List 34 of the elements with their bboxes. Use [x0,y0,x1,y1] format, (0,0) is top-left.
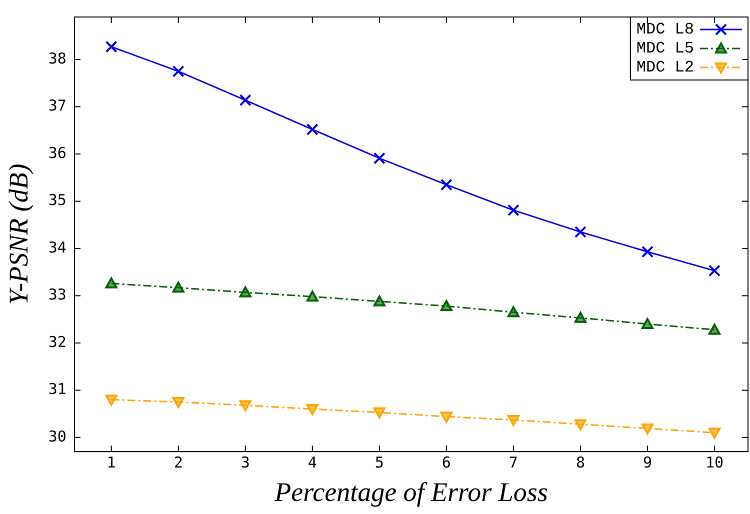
point [641,246,654,258]
x-tick-label: 9 [642,453,652,472]
x-tick-label: 4 [308,453,317,472]
x-tick-label: 10 [705,453,724,472]
point [306,123,318,136]
point [507,204,520,216]
x-axis-title: Percentage of Error Loss [274,476,548,507]
legend-label: MDC L2 [636,58,694,77]
point [440,178,452,191]
y-tick-label: 34 [48,238,66,256]
y-axis-title: Y-PSNR (dB) [3,164,34,305]
point [373,152,386,164]
x-tick-label: 3 [240,453,250,472]
point [239,94,252,106]
y-tick-label: 38 [48,49,66,68]
y-tick-label: 30 [48,427,66,446]
y-tick-label: 31 [48,380,66,398]
point [574,226,586,238]
y-tick-label: 33 [48,286,66,304]
y-tick-label: 32 [48,332,66,351]
legend-label: MDC L5 [636,40,694,58]
point [172,65,184,78]
x-tick-label: 7 [508,453,518,472]
x-tick-label: 1 [106,453,116,472]
point [708,264,720,277]
point [105,40,118,53]
x-tick-label: 6 [442,453,451,472]
y-tick-label: 36 [48,144,66,162]
y-tick-label: 35 [48,191,66,210]
x-tick-label: 2 [174,453,183,472]
y-tick-label: 37 [48,96,66,115]
legend-label: MDC L8 [636,20,694,39]
x-tick-label: 5 [374,453,384,472]
x-tick-label: 8 [576,453,585,472]
